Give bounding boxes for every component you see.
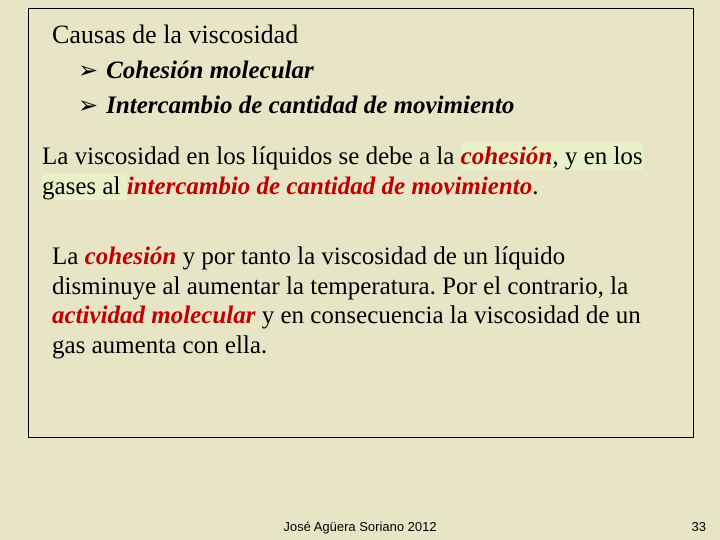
bullet-label: Cohesión molecular: [106, 57, 314, 85]
bullet-list: ➢ Cohesión molecular ➢ Intercambio de ca…: [78, 56, 514, 126]
bullet-arrow-icon: ➢: [78, 91, 98, 120]
emphasis-intercambio: intercambio de cantidad de movimiento: [127, 173, 533, 200]
bullet-arrow-icon: ➢: [78, 56, 98, 85]
slide-heading: Causas de la viscosidad: [52, 20, 298, 50]
text-run: La viscosidad en los líquidos se debe a …: [42, 143, 461, 170]
emphasis-actividad-molecular: actividad molecular: [52, 302, 255, 329]
bullet-item: ➢ Cohesión molecular: [78, 56, 514, 85]
emphasis-cohesion: cohesión: [85, 243, 177, 270]
emphasis-cohesion: cohesión: [461, 143, 553, 170]
text-run: .: [532, 173, 538, 200]
paragraph-1: La viscosidad en los líquidos se debe a …: [42, 142, 682, 201]
footer-page-number: 33: [692, 519, 706, 534]
paragraph-2: La cohesión y por tanto la viscosidad de…: [52, 242, 672, 360]
footer-author: José Agüera Soriano 2012: [0, 519, 720, 534]
text-run: La: [52, 243, 85, 270]
bullet-label: Intercambio de cantidad de movimiento: [106, 92, 514, 120]
bullet-item: ➢ Intercambio de cantidad de movimiento: [78, 91, 514, 120]
